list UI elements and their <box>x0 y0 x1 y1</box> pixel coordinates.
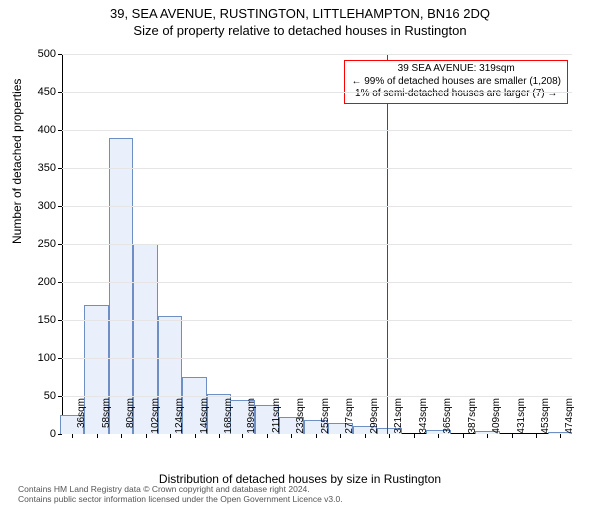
x-tick-label: 299sqm <box>369 398 380 438</box>
x-tick-mark <box>316 434 317 438</box>
x-tick-mark <box>487 434 488 438</box>
grid-line <box>62 320 572 321</box>
y-tick-mark <box>58 320 62 321</box>
y-tick-mark <box>58 434 62 435</box>
x-tick-mark <box>560 434 561 438</box>
x-tick-mark <box>365 434 366 438</box>
x-tick-mark <box>536 434 537 438</box>
page-subtitle: Size of property relative to detached ho… <box>0 23 600 38</box>
footer-line2: Contains public sector information licen… <box>18 494 343 504</box>
y-tick-mark <box>58 168 62 169</box>
annotation-line3: 1% of semi-detached houses are larger (7… <box>351 88 561 101</box>
x-tick-label: 102sqm <box>150 398 161 438</box>
x-tick-label: 168sqm <box>223 398 234 438</box>
y-tick-mark <box>58 54 62 55</box>
y-tick-mark <box>58 396 62 397</box>
x-tick-mark <box>219 434 220 438</box>
chart-plot-area: 39 SEA AVENUE: 319sqm ← 99% of detached … <box>62 54 572 434</box>
x-tick-label: 453sqm <box>540 398 551 438</box>
y-tick-label: 200 <box>16 276 56 288</box>
x-tick-mark <box>97 434 98 438</box>
y-tick-label: 0 <box>16 428 56 440</box>
x-tick-label: 255sqm <box>320 398 331 438</box>
x-tick-label: 474sqm <box>564 398 575 438</box>
footer-line1: Contains HM Land Registry data © Crown c… <box>18 484 343 494</box>
grid-line <box>62 282 572 283</box>
x-tick-mark <box>242 434 243 438</box>
x-tick-label: 233sqm <box>295 398 306 438</box>
x-tick-mark <box>414 434 415 438</box>
y-tick-mark <box>58 244 62 245</box>
x-tick-mark <box>195 434 196 438</box>
bar <box>109 138 133 434</box>
x-tick-label: 365sqm <box>442 398 453 438</box>
grid-line <box>62 130 572 131</box>
x-tick-mark <box>389 434 390 438</box>
y-tick-label: 150 <box>16 314 56 326</box>
grid-line <box>62 54 572 55</box>
x-tick-label: 58sqm <box>101 398 112 438</box>
grid-line <box>62 396 572 397</box>
x-tick-mark <box>121 434 122 438</box>
grid-line <box>62 92 572 93</box>
x-tick-label: 36sqm <box>76 398 87 438</box>
y-tick-mark <box>58 92 62 93</box>
x-tick-mark <box>72 434 73 438</box>
x-tick-mark <box>146 434 147 438</box>
x-tick-label: 387sqm <box>467 398 478 438</box>
page-title: 39, SEA AVENUE, RUSTINGTON, LITTLEHAMPTO… <box>0 6 600 21</box>
grid-line <box>62 206 572 207</box>
y-tick-label: 400 <box>16 124 56 136</box>
y-tick-label: 50 <box>16 390 56 402</box>
y-tick-label: 100 <box>16 352 56 364</box>
x-tick-label: 124sqm <box>174 398 185 438</box>
y-tick-label: 250 <box>16 238 56 250</box>
grid-line <box>62 244 572 245</box>
x-tick-mark <box>463 434 464 438</box>
annotation-line1: 39 SEA AVENUE: 319sqm <box>351 63 561 76</box>
footer-attribution: Contains HM Land Registry data © Crown c… <box>18 484 343 504</box>
y-tick-label: 350 <box>16 162 56 174</box>
x-tick-label: 409sqm <box>491 398 502 438</box>
x-tick-label: 343sqm <box>418 398 429 438</box>
x-tick-mark <box>340 434 341 438</box>
x-tick-mark <box>267 434 268 438</box>
y-tick-label: 500 <box>16 48 56 60</box>
y-tick-mark <box>58 358 62 359</box>
annotation-box: 39 SEA AVENUE: 319sqm ← 99% of detached … <box>344 60 568 104</box>
y-tick-label: 450 <box>16 86 56 98</box>
x-tick-label: 211sqm <box>271 398 282 438</box>
y-tick-label: 300 <box>16 200 56 212</box>
x-tick-label: 80sqm <box>125 398 136 438</box>
x-tick-label: 277sqm <box>344 398 355 438</box>
x-tick-label: 431sqm <box>516 398 527 438</box>
x-tick-mark <box>512 434 513 438</box>
x-tick-label: 146sqm <box>199 398 210 438</box>
x-tick-label: 321sqm <box>393 398 404 438</box>
x-tick-mark <box>291 434 292 438</box>
x-tick-label: 189sqm <box>246 398 257 438</box>
y-tick-mark <box>58 130 62 131</box>
x-tick-mark <box>438 434 439 438</box>
y-tick-mark <box>58 206 62 207</box>
y-tick-mark <box>58 282 62 283</box>
grid-line <box>62 358 572 359</box>
annotation-line2: ← 99% of detached houses are smaller (1,… <box>351 76 561 89</box>
x-tick-mark <box>170 434 171 438</box>
grid-line <box>62 168 572 169</box>
